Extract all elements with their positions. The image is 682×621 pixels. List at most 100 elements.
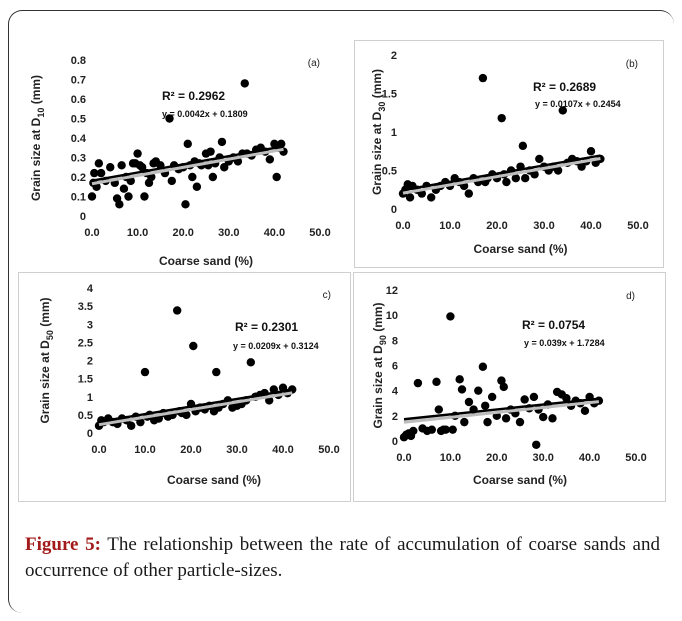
y-tick-label: 12 [386, 285, 398, 297]
data-point [539, 412, 548, 422]
data-point [532, 440, 541, 449]
y-tick-label: 3 [87, 319, 93, 331]
y-tick-label: 0.6 [71, 94, 86, 106]
r-squared-label: R² = 0.0754 [522, 318, 585, 332]
data-point [124, 192, 133, 201]
data-point [432, 377, 441, 387]
y-axis-label-unit: (mm) [29, 75, 43, 108]
y-tick-label: 0.2 [71, 172, 86, 184]
y-tick-label: 0 [391, 204, 397, 216]
data-point [474, 386, 483, 395]
y-axis-label-subscript: 90 [378, 335, 388, 345]
x-tick-label: 20.0 [180, 444, 201, 456]
y-axis-label: Grain size at D30 (mm) [370, 69, 387, 195]
data-point [478, 73, 488, 83]
trendline-shadow [91, 147, 284, 186]
data-point [208, 172, 218, 182]
data-point [441, 425, 450, 434]
y-tick-label: 0.5 [78, 410, 93, 422]
data-point [562, 394, 571, 403]
y-axis-label-main: Grain size at D [29, 117, 43, 201]
x-tick-label: 0.0 [395, 220, 410, 232]
data-point [464, 397, 474, 407]
data-point [217, 137, 227, 147]
y-tick-label: 0.5 [71, 114, 86, 126]
r-squared-label: R² = 0.2962 [162, 89, 225, 103]
data-point [240, 79, 249, 88]
data-point [434, 405, 443, 414]
data-point [405, 193, 415, 202]
data-point [94, 159, 104, 168]
data-point [265, 155, 275, 164]
chart-panel-b: 0 0.5 1 1.5 2 0.0 10.0 20.0 30.0 40.0 50.0 Coarse s… [354, 40, 664, 268]
data-point [220, 163, 229, 172]
y-tick-label: 2 [391, 50, 397, 62]
y-axis-label-unit: (mm) [38, 297, 52, 330]
data-point [521, 174, 530, 183]
y-tick-label: 1.5 [78, 374, 93, 386]
x-axis-label: Coarse sand (%) [167, 473, 261, 487]
x-axis-label: Coarse sand (%) [159, 254, 253, 268]
y-axis-label: Grain size at D50 (mm) [38, 297, 55, 423]
trend-equation: y = 0.0209x + 0.3124 [233, 341, 319, 351]
data-point [140, 367, 150, 377]
y-axis-label-subscript: 50 [45, 330, 55, 340]
panel-label: d) [626, 291, 635, 302]
data-point [183, 139, 192, 149]
x-tick-label: 30.0 [533, 220, 554, 232]
caption-text: The relationship between the rate of acc… [25, 534, 660, 581]
data-point [115, 200, 124, 209]
data-point [481, 401, 490, 410]
y-axis-label-main: Grain size at D [371, 345, 385, 429]
panel-label: (a) [308, 58, 320, 69]
y-tick-label: 1 [87, 392, 93, 404]
data-point [553, 166, 563, 175]
y-tick-label: 1.5 [382, 89, 397, 101]
data-point [409, 426, 418, 436]
x-tick-label: 40.0 [272, 444, 293, 456]
x-tick-label: 10.0 [127, 227, 148, 239]
scatter-chart: 0 0.1 0.2 0.3 0.4 0.5 0.6 0.7 0.8 0.0 10.0 20.0 30.0… [29, 55, 331, 268]
figure-frame [8, 10, 674, 613]
x-tick-label: 50.0 [309, 227, 330, 239]
x-tick-label: 30.0 [218, 227, 239, 239]
data-point [182, 410, 191, 420]
caption-label: Figure 5: [25, 534, 101, 555]
x-tick-label: 20.0 [486, 220, 507, 232]
data-point [487, 392, 497, 402]
y-tick-label: 8 [392, 335, 398, 347]
data-point [457, 385, 467, 394]
x-tick-label: 50.0 [625, 452, 646, 464]
x-tick-label: 40.0 [264, 227, 285, 239]
y-tick-label: 2 [87, 356, 93, 368]
y-axis-label-unit: (mm) [371, 302, 385, 335]
data-point [133, 149, 142, 158]
y-tick-label: 0 [392, 436, 398, 448]
y-axis-label-main: Grain size at D [38, 340, 52, 424]
x-tick-label: 0.0 [396, 452, 411, 464]
y-tick-label: 0.7 [71, 75, 86, 87]
trendline-shadow [402, 157, 601, 195]
data-point [137, 163, 147, 172]
data-point [206, 147, 215, 156]
data-point [520, 395, 529, 404]
data-point [460, 417, 469, 427]
trend-equation: y = 0.0107x + 0.2454 [535, 99, 621, 109]
y-axis-label: Grain size at D10 (mm) [29, 75, 46, 201]
data-point [455, 375, 464, 384]
y-tick-label: 4 [87, 283, 94, 295]
data-point [502, 177, 511, 187]
data-point [580, 406, 590, 415]
data-point [246, 358, 255, 367]
y-axis-label-unit: (mm) [370, 69, 384, 102]
y-axis-label: Grain size at D90 (mm) [371, 302, 388, 428]
trendline [98, 388, 293, 423]
trendline [91, 145, 284, 182]
data-point [127, 421, 136, 430]
trendline [402, 154, 601, 192]
y-tick-label: 0.1 [71, 192, 86, 204]
panel-label: (b) [626, 59, 638, 70]
data-point [586, 147, 596, 156]
trendline-shadow [98, 391, 293, 427]
